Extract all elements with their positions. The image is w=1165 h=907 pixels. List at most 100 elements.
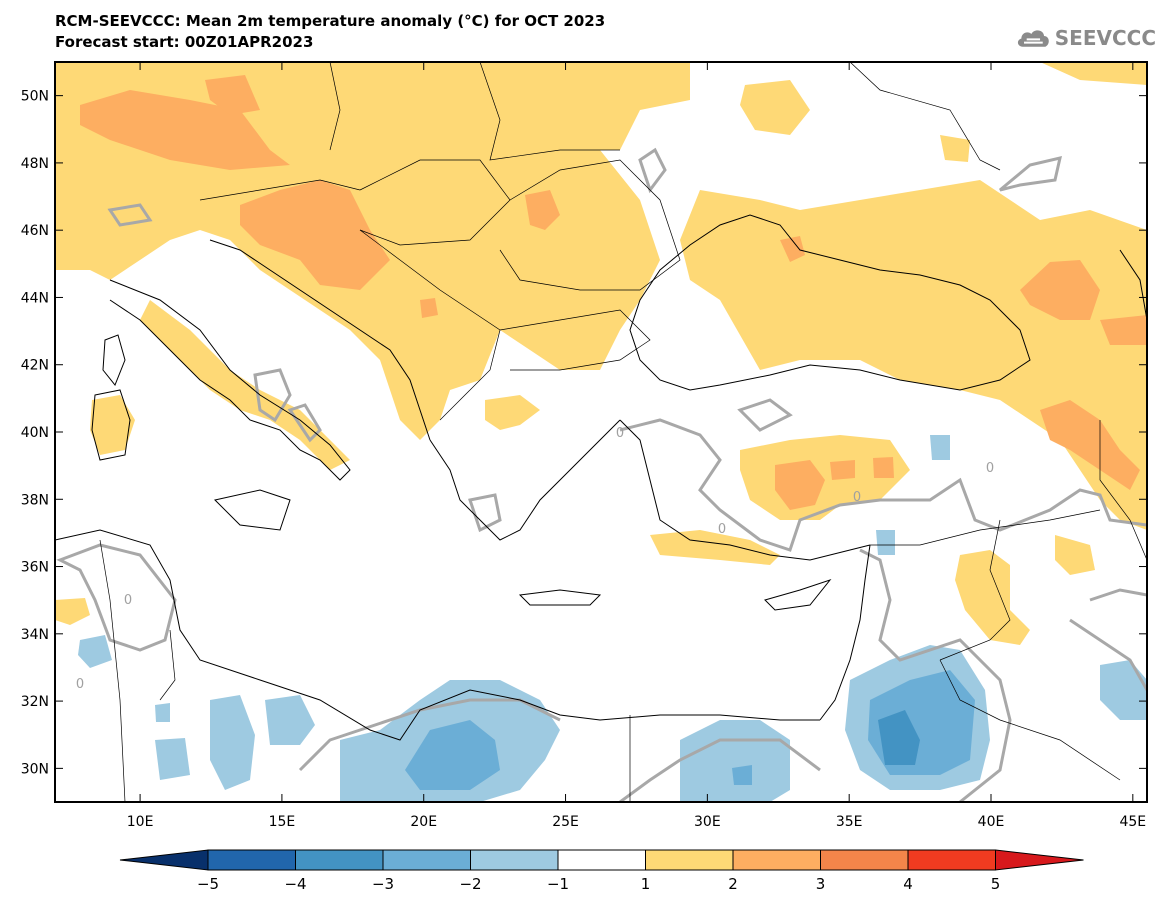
colorbar-segment — [207, 849, 296, 871]
map-title: RCM-SEEVCCC: Mean 2m temperature anomaly… — [55, 12, 606, 30]
cool-anomaly-algeria — [155, 703, 170, 722]
colorbar-segment — [732, 849, 821, 871]
anatolia-coast — [619, 419, 871, 561]
contour-labels: 0 0 0 0 0 0 — [76, 426, 994, 692]
sardinia-coast — [91, 389, 131, 461]
border-turkey-syria — [870, 509, 1101, 546]
lat-tick-label: 48N — [21, 156, 49, 172]
warm-anomaly-ukraine-patch — [940, 135, 970, 162]
colorbar-segment — [470, 849, 559, 871]
warm-anomaly-2-3-serbia — [420, 298, 438, 318]
lat-tick-label: 32N — [21, 694, 49, 710]
zero-contour-iran-b — [1089, 588, 1147, 602]
warm-anomaly-turkey-south — [650, 530, 780, 565]
colorbar-tick-label: 4 — [903, 875, 913, 893]
lon-tick-label: 30E — [694, 814, 721, 830]
cool-anomaly-egypt — [680, 720, 790, 802]
cool-anomaly-2-3-egypt — [732, 765, 752, 785]
cool-anomaly-syria — [876, 530, 895, 555]
cyprus-coast — [764, 578, 832, 611]
border-romania — [499, 159, 681, 291]
colorbar-segment — [645, 849, 734, 871]
contour-label: 0 — [853, 490, 861, 505]
zero-contour-iran — [1069, 618, 1147, 691]
zero-contour-ukraine — [999, 155, 1062, 192]
lon-tick-label: 15E — [269, 814, 296, 830]
cool-anomaly-tunisia — [78, 635, 112, 668]
colorbar-segment — [820, 849, 909, 871]
border-germany-poland — [329, 62, 341, 151]
cool-anomaly-turkey-east — [930, 435, 950, 460]
seevccc-logo: SEEVCCC — [1016, 18, 1156, 58]
lat-tick-label: 42N — [21, 358, 49, 374]
colorbar-segment — [907, 849, 996, 871]
cloud-icon — [1017, 30, 1049, 47]
colorbar-segment — [557, 849, 646, 871]
caspian-coast — [1119, 249, 1147, 321]
lat-tick-label: 30N — [21, 761, 49, 777]
colorbar-tick-label: −2 — [459, 875, 481, 893]
contour-label: 0 — [986, 461, 994, 476]
warm-anomaly-2-3-anatolia — [775, 460, 825, 510]
border-austria — [199, 179, 361, 201]
border-ukraine-russia — [849, 62, 1001, 171]
border-bulgaria — [499, 309, 651, 371]
black-sea-coast — [629, 214, 1031, 391]
border-libya-tunisia — [159, 629, 176, 701]
lat-tick-label: 46N — [21, 223, 49, 239]
colorbar-tick-label: −4 — [284, 875, 306, 893]
cool-anomaly-2-3-libya — [405, 720, 500, 790]
cool-anomaly-libya-west — [210, 695, 255, 790]
adriatic-coast — [209, 239, 431, 441]
logo-text: SEEVCCC — [1054, 26, 1156, 50]
lat-tick-label: 36N — [21, 560, 49, 576]
lat-tick-label: 40N — [21, 425, 49, 441]
zero-contour-italy-south — [287, 403, 322, 443]
warm-anomaly-tunisia — [55, 598, 90, 625]
warm-anomaly-east — [680, 180, 1147, 530]
contour-label: 0 — [616, 426, 624, 441]
north-africa-coast — [55, 529, 820, 741]
border-saudi — [939, 659, 1121, 781]
coastlines — [55, 214, 1147, 741]
cool-anomaly-3-4-jordan — [878, 710, 920, 765]
colorbar-arrow-low — [119, 849, 209, 871]
contour-label: 0 — [124, 593, 132, 608]
contour-label: 0 — [76, 677, 84, 692]
colorbar-tick-label: −3 — [372, 875, 394, 893]
zero-contour-anatolia — [619, 418, 1147, 552]
colorbar-tick-label: 2 — [728, 875, 738, 893]
warm-anomaly-aegean-north — [485, 395, 540, 430]
border-iran — [1099, 420, 1147, 561]
warm-anomaly-levant — [955, 550, 1030, 645]
zero-contour-greece — [468, 493, 502, 533]
zero-contour-anatolia-inner — [737, 398, 793, 432]
lat-tick-label: 34N — [21, 627, 49, 643]
lon-tick-label: 40E — [978, 814, 1005, 830]
lon-tick-label: 35E — [836, 814, 863, 830]
lon-tick-label: 25E — [552, 814, 579, 830]
warm-anomaly-2-3-anatolia-c — [873, 457, 894, 478]
warm-anomaly-2-3-romania — [525, 190, 560, 230]
zero-contour-romania — [638, 147, 667, 194]
sicily-coast — [214, 489, 291, 531]
anomaly-fields — [55, 62, 1147, 802]
greece-coast — [429, 419, 621, 541]
colorbar-tick-label: 5 — [991, 875, 1001, 893]
warm-anomaly-italy — [140, 300, 350, 470]
border-balkans — [359, 229, 501, 421]
warm-anomaly-2-3-armenia — [1040, 400, 1140, 490]
contour-label: 0 — [718, 522, 726, 537]
warm-anomaly-sardinia — [90, 395, 135, 455]
crete-coast — [518, 589, 602, 606]
colorbar-tick-label: −5 — [197, 875, 219, 893]
cool-anomaly-libya-west-b — [265, 695, 315, 745]
warm-anomaly-ukraine-north — [740, 80, 810, 135]
warm-anomaly-2-3-anatolia-b — [830, 460, 855, 480]
border-syria-iraq — [939, 519, 1011, 661]
lat-tick-label: 50N — [21, 89, 49, 105]
zero-contour-italy — [253, 368, 292, 423]
cool-anomaly-iran — [1100, 660, 1147, 720]
colorbar-arrow-high — [995, 849, 1084, 871]
